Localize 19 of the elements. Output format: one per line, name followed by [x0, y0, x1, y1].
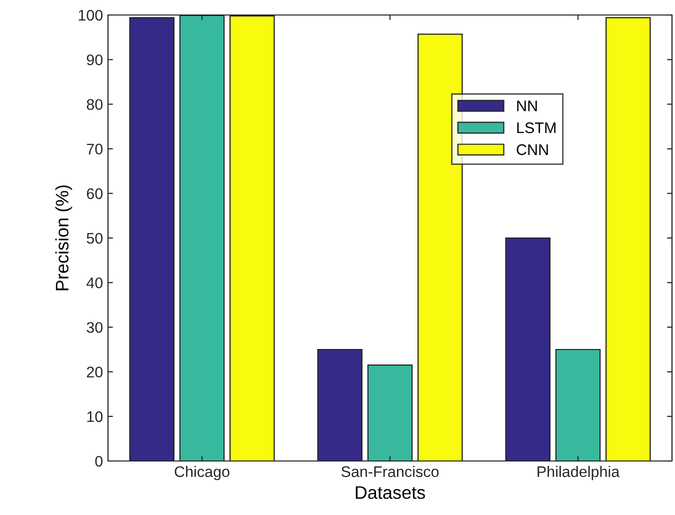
y-tick-label: 50 [86, 232, 103, 244]
y-tick-label: 10 [87, 411, 103, 422]
y-tick-label: 20 [86, 366, 103, 378]
legend-label: LSTM [517, 122, 556, 134]
y-tick-label: 70 [86, 144, 103, 154]
y-tick-label: 40 [86, 277, 103, 288]
y-tick-label: 60 [86, 188, 103, 200]
y-tick-label: 30 [86, 322, 103, 333]
legend-label: CNN [516, 144, 548, 156]
x-tick-label: San-Francisco [341, 466, 439, 478]
x-tick-label: Philadelphia [538, 466, 620, 480]
x-tick-label: Chicago [174, 466, 230, 480]
y-tick-label: 100 [78, 10, 103, 21]
y-tick-label: 0 [95, 456, 103, 467]
y-tick-label: 80 [86, 99, 103, 110]
x-axis-title: Datasets [356, 486, 425, 499]
y-axis-title: Precision (%) [55, 185, 72, 290]
legend-label: NN [517, 100, 537, 112]
y-tick-label: 90 [86, 54, 103, 66]
